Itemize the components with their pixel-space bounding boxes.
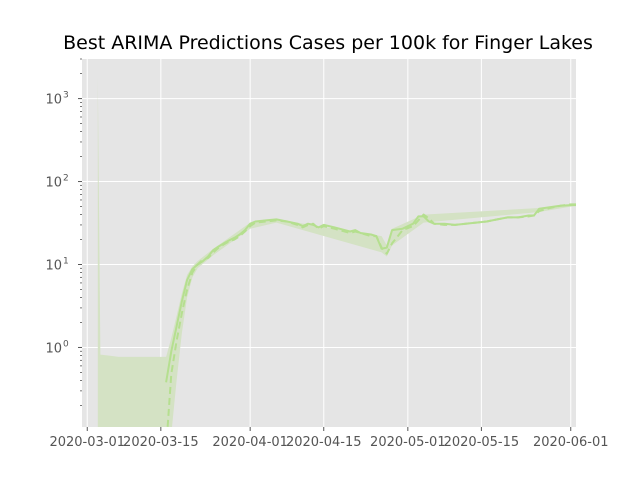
x-tick-label: 2020-06-01 — [533, 435, 609, 450]
prediction-interval — [97, 77, 576, 427]
grid — [82, 59, 576, 427]
y-tick-exponent: 0 — [63, 339, 69, 349]
y-tick-label: 10 — [45, 176, 62, 191]
y-tick-exponent: 1 — [63, 257, 69, 267]
y-tick-label: 10 — [45, 341, 62, 356]
x-tick-label: 2020-03-01 — [49, 435, 125, 450]
x-tick-label: 2020-05-15 — [444, 435, 520, 450]
chart-title: Best ARIMA Predictions Cases per 100k fo… — [63, 32, 593, 54]
predicted-series-line — [166, 203, 576, 427]
y-tick-exponent: 2 — [63, 174, 69, 184]
x-tick-label: 2020-04-15 — [286, 435, 362, 450]
series — [165, 203, 576, 427]
y-tick-exponent: 3 — [63, 91, 69, 101]
x-tick-label: 2020-04-01 — [212, 435, 288, 450]
y-tick-label: 10 — [45, 93, 62, 108]
y-tick-label: 10 — [45, 259, 62, 274]
x-tick-label: 2020-03-15 — [123, 435, 199, 450]
x-tick-label: 2020-05-01 — [370, 435, 446, 450]
actual-series-line — [165, 204, 576, 383]
interval-band — [97, 77, 576, 427]
